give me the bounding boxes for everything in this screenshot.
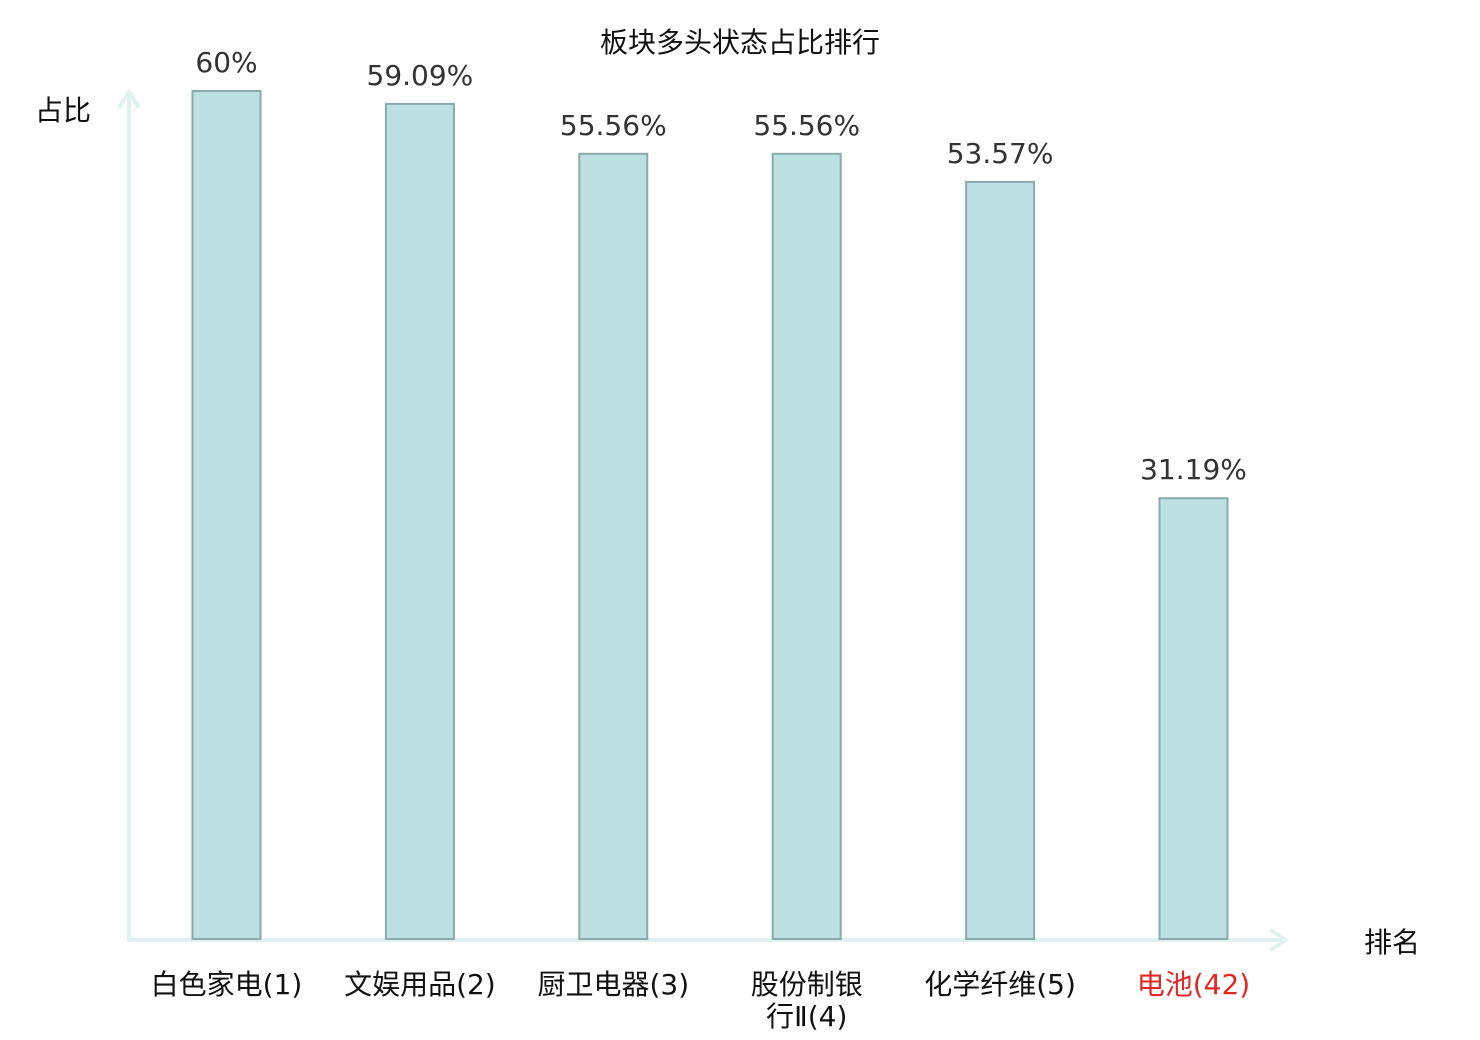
bar-1 [191,90,262,940]
bar-4 [771,152,842,941]
category-label-line: 电池(42) [1137,968,1250,1001]
bars-layer [191,90,1229,941]
category-label-3: 厨卫电器(3) [537,968,689,1001]
category-label-6: 电池(42) [1137,968,1250,1001]
value-label-1: 60% [195,46,257,79]
category-label-2: 文娱用品(2) [344,968,496,1001]
category-label-1: 白色家电(1) [151,968,303,1001]
value-labels-layer: 60% 59.09% 55.56% 55.56% 53.57% 31.19% [195,46,1247,486]
category-label-line: 白色家电(1) [151,968,303,1001]
value-label-3: 55.56% [560,109,667,142]
y-axis-arrow [118,90,140,108]
value-label-6: 31.19% [1140,453,1247,486]
bar-6 [1158,497,1229,940]
x-axis-arrow [1270,929,1288,951]
category-labels-layer: 白色家电(1) 文娱用品(2) 厨卫电器(3) 股份制银行Ⅱ(4) 化学纤维(5) 电池(… [151,968,1251,1033]
y-axis-label: 占比 [35,94,91,127]
bar-5 [965,180,1036,940]
value-label-2: 59.09% [367,59,474,92]
category-label-line: 文娱用品(2) [344,968,496,1001]
x-axis-label: 排名 [1364,926,1420,959]
category-label-line: 厨卫电器(3) [537,968,689,1001]
chart-title: 板块多头状态占比排行 [600,26,880,59]
category-label-5: 化学纤维(5) [924,968,1076,1001]
category-label-line: 股份制银 [751,968,863,1001]
value-label-4: 55.56% [753,109,860,142]
category-label-line: 行Ⅱ(4) [766,1000,847,1033]
category-label-line: 化学纤维(5) [924,968,1076,1001]
bar-2 [384,102,455,940]
bar-3 [578,152,649,941]
category-label-4: 股份制银行Ⅱ(4) [751,968,863,1033]
value-label-5: 53.57% [947,137,1054,170]
